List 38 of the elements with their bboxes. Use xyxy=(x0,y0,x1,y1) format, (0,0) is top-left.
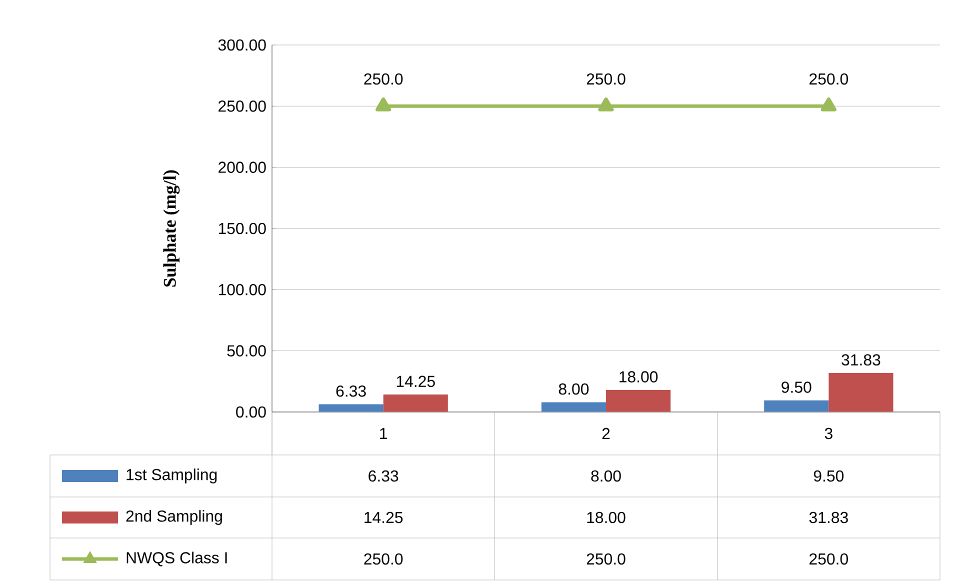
bar xyxy=(606,390,671,412)
data-label: 18.00 xyxy=(587,512,626,524)
legend-label: 2nd Sampling xyxy=(126,510,222,525)
legend-label: 1st Sampling xyxy=(126,468,217,484)
bar xyxy=(764,400,829,412)
text: 8.00 xyxy=(558,383,589,395)
text: 18.00 xyxy=(620,371,658,382)
text: 9.50 xyxy=(782,382,812,393)
y-tick-label: 100.00 xyxy=(218,284,266,296)
text: 14.25 xyxy=(396,376,435,388)
y-tick-label: 200.00 xyxy=(218,162,266,173)
text: 250.0 xyxy=(586,73,626,85)
y-tick-label: 50.00 xyxy=(227,345,266,356)
x-tick-label: 3 xyxy=(824,428,832,440)
text: 31.83 xyxy=(842,354,880,366)
bar xyxy=(383,394,448,412)
x-tick-label: 2 xyxy=(602,428,610,440)
y-axis-title: Sulphate (mg/l) xyxy=(163,170,180,287)
data-label: 14.25 xyxy=(364,512,403,524)
x-tick-label: 1 xyxy=(380,428,387,439)
data-label: 250.0 xyxy=(810,553,848,565)
data-label: 9.50 xyxy=(814,470,844,482)
data-label: 31.83 xyxy=(809,512,848,524)
legend-label: NWQS Class I xyxy=(126,552,227,566)
data-label: 250.0 xyxy=(586,553,626,565)
bar xyxy=(318,404,384,412)
bar xyxy=(541,402,606,412)
y-tick-label: 150.00 xyxy=(218,222,266,234)
y-tick-label: 300.00 xyxy=(218,39,266,51)
text: 250.0 xyxy=(364,73,403,85)
text: 250.0 xyxy=(810,73,848,85)
data-label: 8.00 xyxy=(591,470,621,482)
data-label: 250.0 xyxy=(364,553,403,565)
text: 6.33 xyxy=(336,385,366,397)
y-tick-label: 250.00 xyxy=(218,100,266,112)
bar xyxy=(828,373,894,412)
y-tick-label: 0.00 xyxy=(236,406,266,418)
data-label: 6.33 xyxy=(368,470,398,482)
